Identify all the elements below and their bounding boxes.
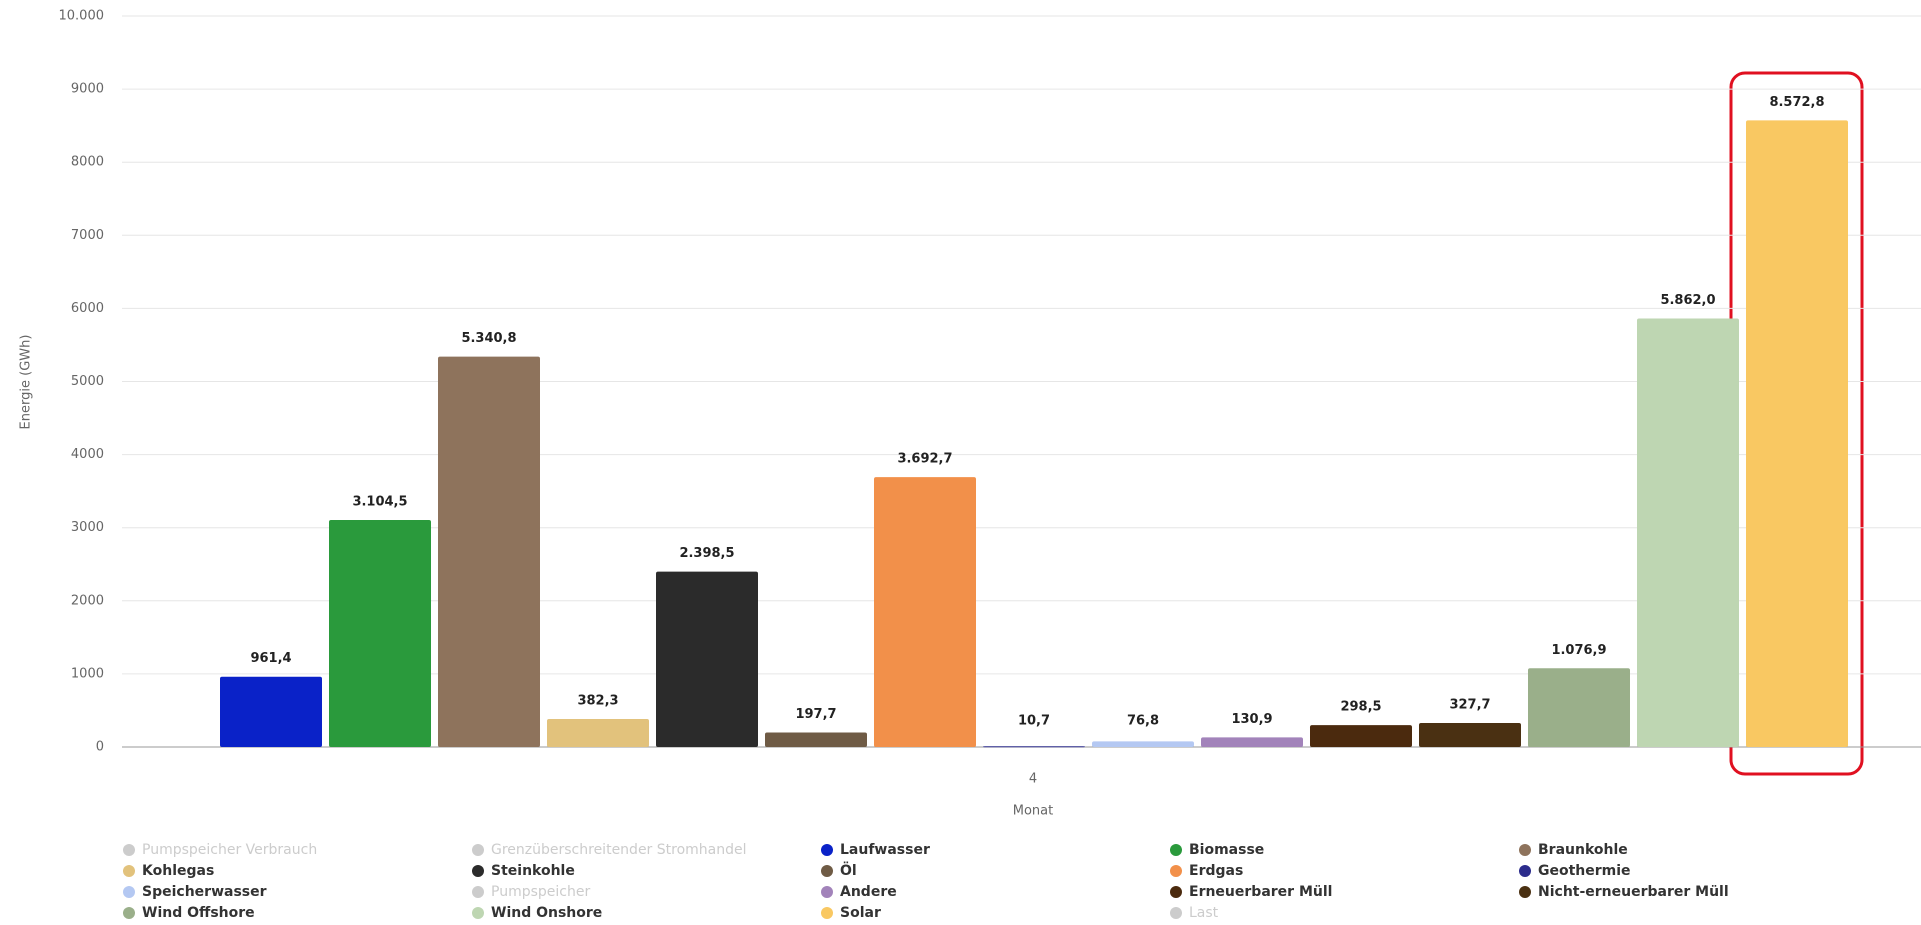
legend-marker <box>472 844 484 856</box>
legend-label: Wind Onshore <box>491 905 602 921</box>
bar <box>1310 725 1412 747</box>
legend-label: Kohlegas <box>142 863 214 879</box>
y-tick-label: 8000 <box>71 155 104 170</box>
legend-marker <box>1170 886 1182 898</box>
legend-marker <box>472 865 484 877</box>
data-label: 382,3 <box>577 694 618 709</box>
y-tick-label: 9000 <box>71 82 104 97</box>
legend-marker <box>1519 865 1531 877</box>
legend-label: Öl <box>840 861 857 879</box>
y-tick-label: 0 <box>96 740 104 755</box>
bar <box>1528 668 1630 747</box>
y-tick-label: 10.000 <box>59 9 105 24</box>
legend-marker <box>1519 886 1531 898</box>
x-tick-label: 4 <box>1029 772 1037 787</box>
data-label: 10,7 <box>1018 714 1050 729</box>
bar <box>1419 723 1521 747</box>
legend-marker <box>123 844 135 856</box>
bar <box>1746 120 1848 748</box>
bar <box>1092 741 1194 747</box>
bar <box>983 746 1085 748</box>
data-label: 76,8 <box>1127 714 1159 729</box>
legend-label: Laufwasser <box>840 842 930 858</box>
y-tick-label: 5000 <box>71 374 104 389</box>
data-label: 5.862,0 <box>1660 293 1715 308</box>
bar <box>438 356 540 747</box>
legend-marker <box>1170 865 1182 877</box>
legend-marker <box>1170 907 1182 919</box>
y-tick-label: 3000 <box>71 520 104 535</box>
legend-marker <box>821 907 833 919</box>
y-tick-label: 4000 <box>71 447 104 462</box>
legend-marker <box>821 886 833 898</box>
legend-label: Steinkohle <box>491 863 575 879</box>
data-label: 130,9 <box>1231 712 1272 727</box>
y-tick-label: 6000 <box>71 301 104 316</box>
legend-marker <box>821 844 833 856</box>
y-tick-label: 7000 <box>71 228 104 243</box>
data-label: 3.692,7 <box>897 452 952 467</box>
legend-marker <box>472 907 484 919</box>
data-label: 961,4 <box>250 651 291 666</box>
y-axis-label: Energie (GWh) <box>19 335 34 430</box>
data-label: 327,7 <box>1449 698 1490 713</box>
legend-label: Erneuerbarer Müll <box>1189 884 1332 900</box>
legend-marker <box>821 865 833 877</box>
legend-label: Nicht-erneuerbarer Müll <box>1538 884 1729 900</box>
bar <box>765 732 867 747</box>
bar <box>329 520 431 747</box>
data-label: 2.398,5 <box>679 546 734 561</box>
legend-marker <box>123 907 135 919</box>
y-tick-label: 2000 <box>71 593 104 608</box>
bar <box>1637 318 1739 747</box>
data-label: 8.572,8 <box>1769 95 1824 110</box>
legend-label: Geothermie <box>1538 863 1631 879</box>
legend-label: Last <box>1189 905 1219 921</box>
data-label: 197,7 <box>795 707 836 722</box>
legend-label: Speicherwasser <box>142 884 267 900</box>
legend-marker <box>123 886 135 898</box>
bar <box>874 477 976 747</box>
legend-label: Grenzüberschreitender Stromhandel <box>491 842 747 858</box>
bar <box>1201 737 1303 747</box>
legend-label: Biomasse <box>1189 842 1264 858</box>
legend-label: Erdgas <box>1189 863 1243 879</box>
data-label: 298,5 <box>1340 700 1381 715</box>
legend-label: Braunkohle <box>1538 842 1628 858</box>
legend-label: Pumpspeicher Verbrauch <box>142 842 317 858</box>
legend-label: Wind Offshore <box>142 905 255 921</box>
data-label: 1.076,9 <box>1551 643 1606 658</box>
legend-label: Andere <box>840 884 897 900</box>
data-label: 3.104,5 <box>352 495 407 510</box>
legend-marker <box>472 886 484 898</box>
bar <box>656 571 758 747</box>
legend-marker <box>123 865 135 877</box>
legend-label: Pumpspeicher <box>491 884 590 900</box>
legend-marker <box>1519 844 1531 856</box>
legend-marker <box>1170 844 1182 856</box>
data-label: 5.340,8 <box>461 331 516 346</box>
bar <box>220 676 322 747</box>
y-tick-label: 1000 <box>71 666 104 681</box>
bar <box>547 719 649 747</box>
legend-label: Solar <box>840 905 881 921</box>
x-axis-label: Monat <box>1013 804 1053 819</box>
